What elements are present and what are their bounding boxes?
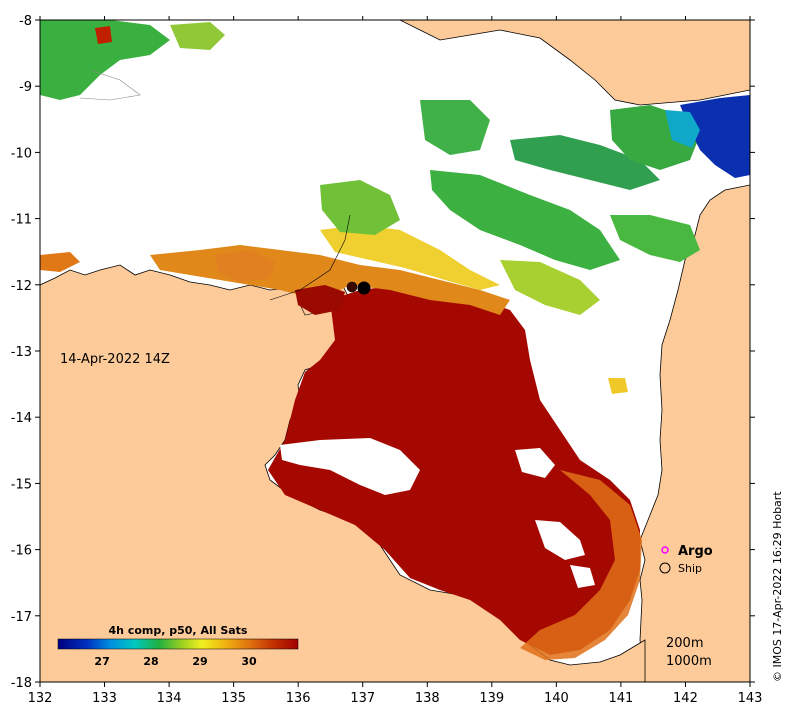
- y-tick-label: -8: [19, 14, 32, 29]
- colorbar-title: 4h comp, p50, All Sats: [109, 624, 248, 637]
- sst-nw-red: [95, 26, 112, 44]
- contour-200m-label: 200m: [666, 636, 703, 651]
- ship-marker-trail: [346, 281, 358, 293]
- land-cape-york: [639, 184, 750, 682]
- sst-orange-small-2: [40, 252, 80, 272]
- argo-legend-icon: [661, 546, 669, 554]
- ship-legend-icon: [659, 562, 671, 574]
- sst-nodata-hole-2: [535, 520, 585, 560]
- sst-green-patch-2: [420, 100, 490, 155]
- land-new-guinea: [399, 20, 750, 106]
- sst-nw-patch: [40, 20, 170, 100]
- colorbar-tick-label: 27: [94, 655, 109, 668]
- sst-orange-fringe: [520, 470, 642, 660]
- y-tick-label: -9: [19, 80, 32, 95]
- sst-dark-coast: [295, 285, 345, 315]
- contour-line-1: [269, 214, 351, 301]
- sst-nodata-hole-4: [570, 565, 595, 588]
- x-tick-label: 142: [673, 691, 698, 706]
- y-tick-label: -16: [11, 544, 32, 559]
- sst-yellow-small: [608, 378, 628, 394]
- x-tick-label: 134: [157, 691, 182, 706]
- y-axis: -8 -9 -10 -11 -12 -13 -14 -15 -16 -17 -18: [11, 14, 755, 691]
- y-tick-label: -17: [11, 610, 32, 625]
- sst-orange-small-1: [215, 250, 275, 282]
- x-tick-label: 133: [92, 691, 117, 706]
- colorbar: [57, 638, 299, 650]
- y-tick-label: -15: [11, 477, 32, 492]
- y-tick-label: -11: [11, 213, 32, 228]
- colorbar-tick-label: 29: [192, 655, 207, 668]
- contour-line-2: [79, 69, 141, 101]
- sst-blue-patch: [680, 95, 750, 178]
- colorbar-ticks: 27 28 29 30: [94, 655, 257, 668]
- sst-nodata-hole-3: [515, 448, 555, 478]
- x-tick-label: 141: [608, 691, 633, 706]
- sst-green-patch-1: [430, 170, 620, 270]
- sst-cyan-patch: [665, 110, 700, 148]
- x-tick-label: 139: [479, 691, 504, 706]
- x-tick-label: 143: [738, 691, 763, 706]
- ship-legend-label: Ship: [678, 562, 702, 575]
- sst-warm-region: [268, 285, 640, 655]
- x-tick-label: 136: [286, 691, 311, 706]
- y-tick-label: -14: [11, 411, 32, 426]
- sst-green-patch-4: [500, 260, 600, 315]
- x-tick-label: 140: [544, 691, 569, 706]
- x-tick-label: 137: [350, 691, 375, 706]
- x-tick-label: 132: [28, 691, 53, 706]
- colorbar-tick-label: 30: [241, 655, 257, 668]
- y-tick-label: -18: [11, 676, 32, 691]
- x-tick-label: 135: [221, 691, 246, 706]
- sst-yellow-band: [320, 225, 500, 290]
- ship-marker: [357, 281, 371, 295]
- credit-label: © IMOS 17-Apr-2022 16:29 Hobart: [771, 491, 784, 682]
- y-tick-label: -13: [11, 345, 32, 360]
- y-tick-label: -12: [11, 279, 32, 294]
- y-tick-label: -10: [11, 146, 32, 161]
- x-axis: 132 133 134 135 136 137 138 139 140 141 142 143: [28, 16, 763, 706]
- sst-arnhem-patch: [320, 180, 400, 235]
- colorbar-tick-label: 28: [143, 655, 158, 668]
- sst-green-patch-6: [610, 215, 700, 262]
- contour-1000m-label: 1000m: [666, 654, 712, 669]
- sst-nodata-hole-1: [280, 438, 420, 495]
- date-label: 14-Apr-2022 14Z: [60, 352, 170, 367]
- sst-green-patch-3: [510, 135, 660, 190]
- argo-legend-label: Argo: [678, 544, 713, 559]
- sst-nw-patch-2: [170, 22, 225, 50]
- x-tick-label: 138: [415, 691, 440, 706]
